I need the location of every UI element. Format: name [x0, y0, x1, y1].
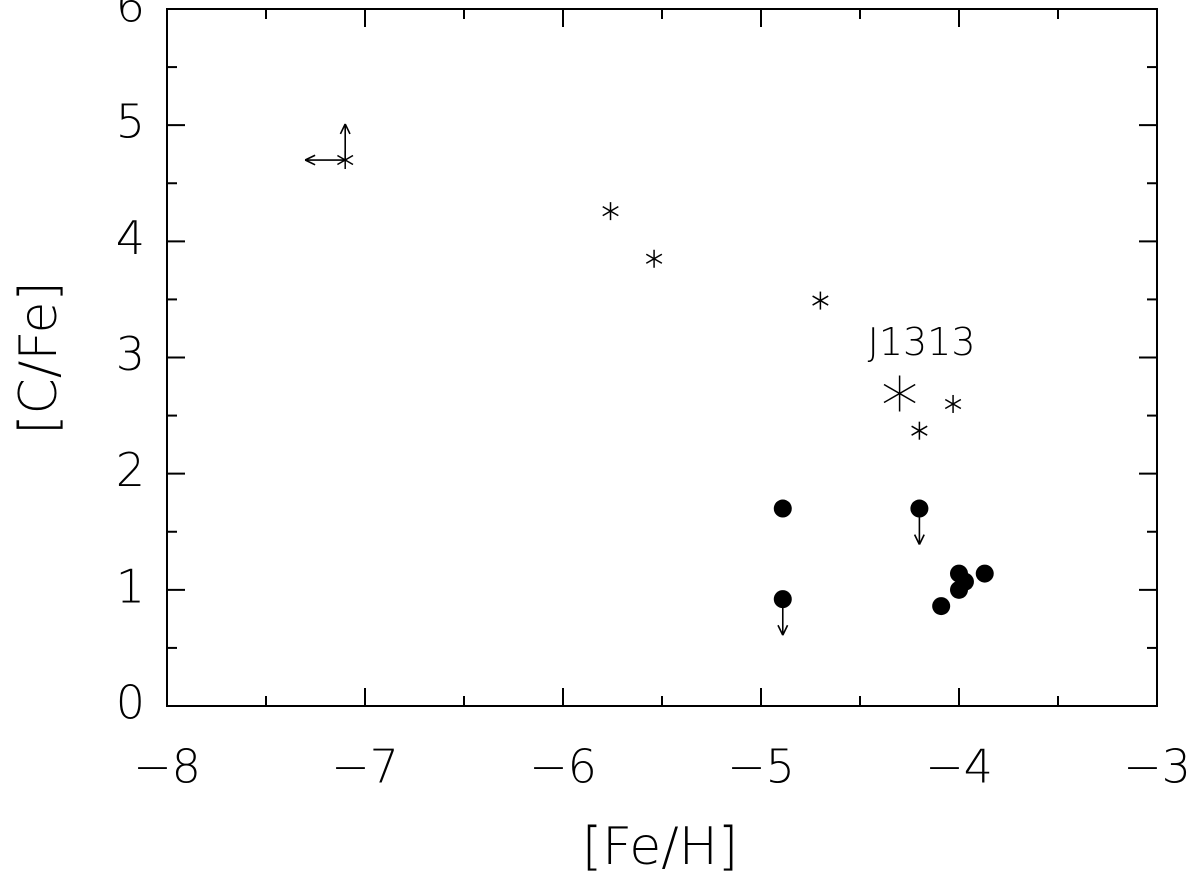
arrow-head — [339, 123, 346, 135]
asterisk-marker — [812, 291, 829, 310]
y-tick-label: 0 — [116, 676, 145, 730]
y-tick-label: 4 — [116, 211, 145, 265]
asterisk-stroke — [911, 425, 928, 436]
arrow-head — [304, 159, 316, 166]
circle-marker — [932, 597, 951, 616]
arrow-head — [918, 534, 925, 545]
limit-arrow — [913, 508, 925, 545]
asterisk-marker — [944, 394, 962, 413]
asterisk-stroke — [883, 383, 916, 404]
y-tick-label: 2 — [116, 443, 145, 497]
asterisk-marker — [883, 375, 916, 412]
limit-arrow — [339, 123, 351, 161]
y-tick-label: 6 — [116, 0, 145, 33]
arrow-head — [782, 624, 789, 636]
circle-marker — [773, 499, 792, 518]
y-axis-label: [C/Fe] — [9, 281, 69, 434]
y-tick-label: 5 — [116, 95, 145, 149]
asterisk-stroke — [645, 253, 663, 264]
arrow-head — [777, 624, 784, 636]
circle-marker — [950, 580, 968, 599]
x-tick-label: −4 — [925, 740, 993, 794]
asterisk-stroke — [602, 205, 619, 217]
asterisk-marker — [602, 202, 619, 221]
x-tick-label: −3 — [1123, 740, 1191, 794]
x-tick-label: −8 — [133, 740, 201, 794]
x-tick-label: −5 — [727, 740, 795, 794]
x-axis-label: [Fe/H] — [582, 817, 738, 877]
arrow-head — [344, 123, 351, 135]
asterisk-marker — [911, 421, 928, 440]
arrow-head — [304, 154, 316, 161]
x-tick-label: −7 — [331, 740, 399, 794]
asterisk-stroke — [812, 295, 829, 306]
asterisk-stroke — [944, 398, 962, 410]
asterisk-marker — [645, 249, 663, 268]
limit-arrow — [304, 154, 346, 166]
circle-marker — [975, 564, 994, 583]
point-annotation: J1313 — [868, 320, 976, 364]
arrow-head — [913, 534, 921, 545]
plot-frame — [166, 8, 1158, 707]
x-tick-label: −6 — [529, 740, 597, 794]
limit-arrow — [777, 599, 789, 636]
y-tick-label: 3 — [116, 327, 145, 381]
y-tick-label: 1 — [116, 559, 145, 613]
